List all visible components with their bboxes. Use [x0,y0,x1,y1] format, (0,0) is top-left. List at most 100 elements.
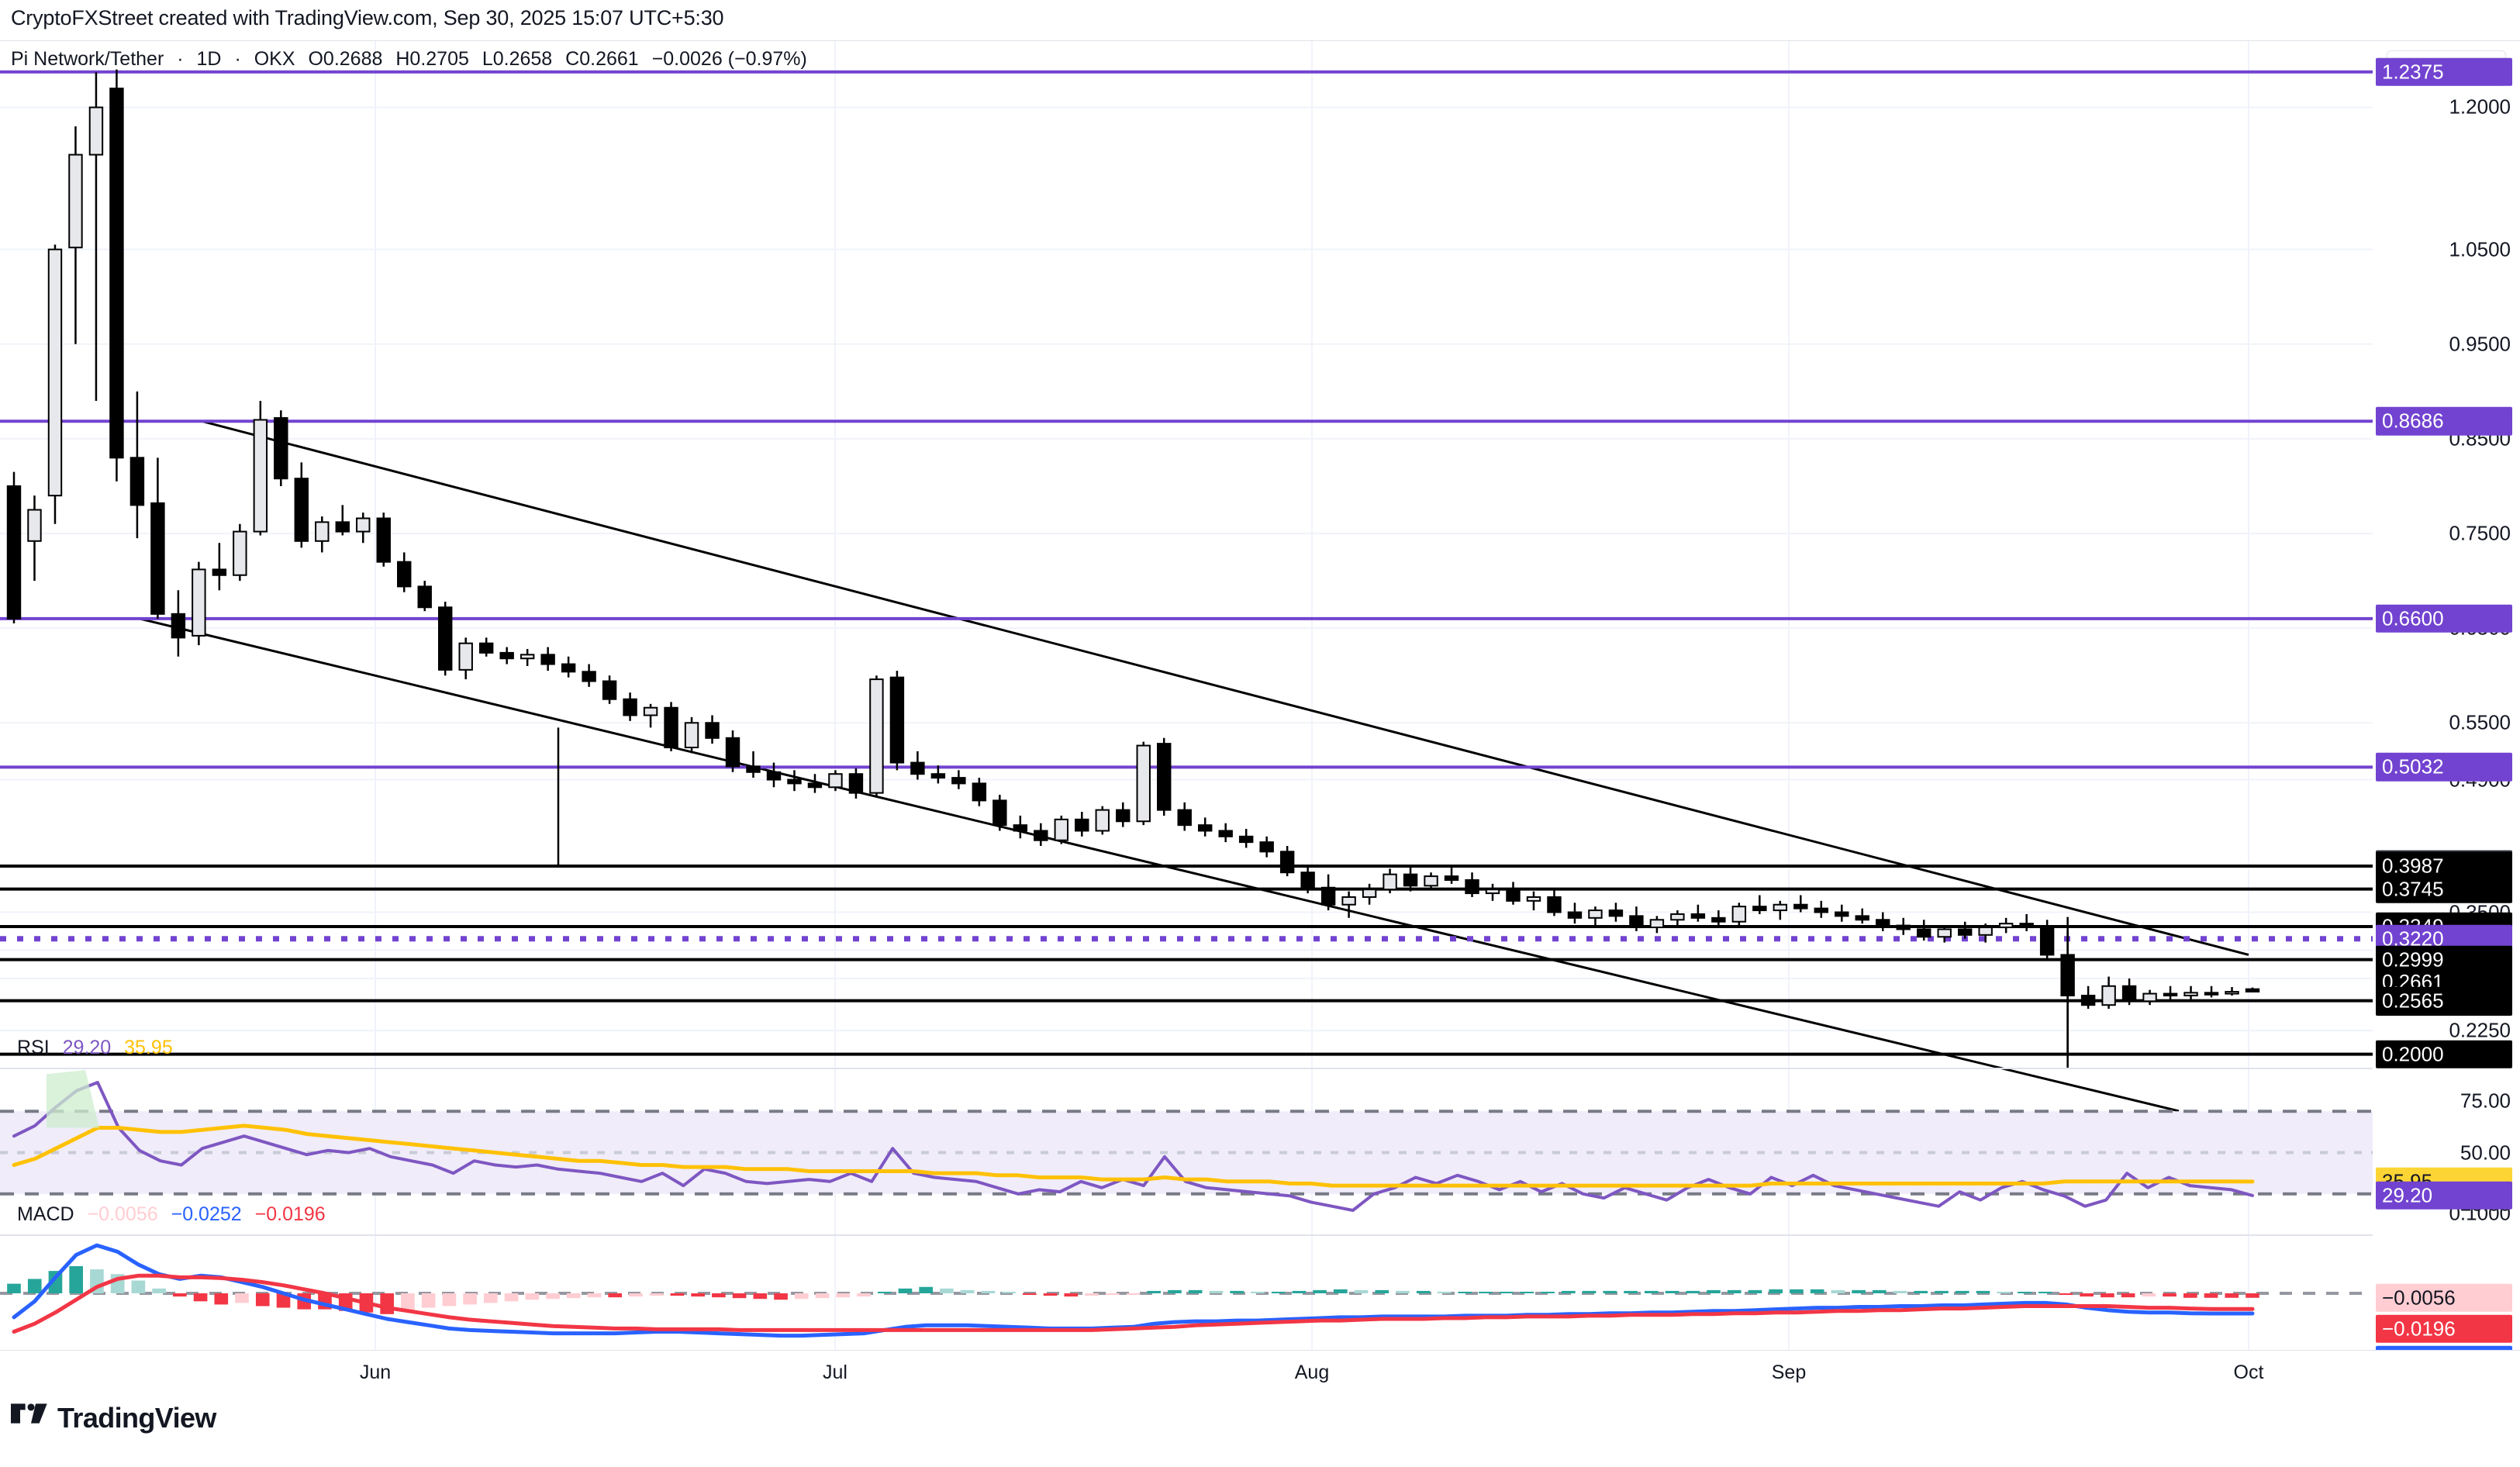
price-axis-badge[interactable]: 0.8686 [2376,406,2512,436]
macd-histogram-bar [380,1293,394,1314]
candle-body [807,782,823,789]
candle-body [951,777,966,785]
candle-body [2183,992,2198,996]
tradingview-logo[interactable]: TradingView [11,1402,216,1434]
macd-histogram-bar [712,1293,726,1298]
candle-body [1876,919,1890,927]
candle-body [2225,991,2239,995]
candle-body [129,457,145,506]
rsi-series-rsi [12,1081,2254,1212]
macd-histogram-bar [421,1293,436,1308]
candle-body [150,502,165,615]
macd-histogram-bar [1562,1290,1576,1293]
macd-histogram-bar [857,1293,871,1297]
candle-body [1937,928,1952,938]
candle-body [1485,889,1500,895]
candle-body [766,771,782,781]
macd-axis-badge[interactable]: −0.0056 [2376,1283,2512,1313]
macd-histogram-bar [2121,1293,2135,1298]
rsi-axis-badge[interactable]: 29.20 [2376,1181,2512,1210]
candle-body [2142,992,2157,1003]
macd-histogram-bar [1458,1291,1472,1293]
price-axis-badge[interactable]: 1.2375 [2376,57,2512,86]
candle-body [1444,875,1459,881]
descending-channel-upper[interactable] [201,419,2249,956]
macd-histogram-bar [1582,1290,1597,1293]
candle-body [1978,927,1993,936]
time-axis[interactable]: Jun Jul Aug Sep Oct [0,1350,2520,1391]
macd-histogram-bar [1188,1289,1203,1293]
macd-histogram-bar [1479,1291,1493,1293]
candle-body [1197,824,1213,832]
price-axis-badge[interactable]: 0.2000 [2376,1040,2512,1068]
candle-body [397,561,412,588]
candle-body [438,606,453,671]
macd-histogram-bar [940,1288,954,1293]
macd-histogram-bar [1520,1291,1534,1293]
candle-body [684,722,699,749]
macd-histogram-bar [753,1293,768,1300]
macd-axis-badge[interactable]: −0.0252 [2376,1345,2512,1350]
candle-body [1855,915,1869,921]
candle-body [705,722,720,739]
plot-area[interactable] [0,41,2373,1350]
macd-histogram-bar [1085,1293,1099,1296]
macd-histogram-bar [442,1293,457,1306]
macd-histogram-bar [1665,1290,1679,1293]
macd-histogram-bar [2059,1293,2073,1296]
candle-body [623,698,637,716]
macd-histogram-bar [1271,1291,1286,1293]
macd-histogram-bar [1375,1289,1389,1293]
candle-body [2245,988,2260,992]
badge-value: 29.20 [2382,1183,2433,1207]
candle-body [1896,924,1911,930]
candle-body [2019,923,2034,929]
candle-body [1814,907,1828,913]
macd-histogram-bar [815,1293,830,1299]
candle-body [1095,809,1110,832]
price-axis-badge[interactable]: 0.5032 [2376,753,2512,782]
candle-body [499,651,514,660]
candle-body [1793,903,1808,910]
candle-body [1238,835,1254,844]
badge-value: 1.2375 [2382,60,2444,84]
candle-body [2163,992,2178,997]
macd-histogram-bar [1292,1290,1307,1293]
time-axis-label: Sep [1771,1362,1807,1383]
price-axis-badge[interactable]: 0.3745 [2376,875,2512,903]
macd-histogram-bar [69,1265,84,1293]
badge-value: 0.8686 [2382,409,2444,433]
macd-histogram-bar [1873,1289,1887,1293]
candle-body [1465,878,1479,895]
candle-body [869,678,884,794]
candle-body [1403,873,1418,887]
candle-body [1731,906,1747,923]
price-axis[interactable]: USDT 1.20001.05000.95000.85000.75000.650… [2373,41,2520,1350]
candle-body [602,680,617,700]
candle-body [2204,992,2219,996]
macd-histogram-bar [1023,1293,1037,1296]
candle-body [1034,830,1048,841]
macd-histogram-bar [1002,1291,1016,1293]
macd-histogram-bar [1313,1289,1327,1293]
badge-value: 0.2000 [2382,1042,2444,1066]
candle-body [643,706,658,716]
rsi-axis-tick: 75.00 [2460,1089,2511,1113]
macd-histogram-bar [2225,1293,2239,1298]
macd-histogram-bar [2080,1293,2094,1297]
price-axis-tick: 0.5500 [2449,710,2511,734]
macd-histogram-bar [1168,1289,1182,1293]
price-axis-badge[interactable]: 0.2565 [2376,986,2512,1015]
candle-body [233,530,247,576]
candle-body [315,521,330,542]
time-axis-label: Jun [359,1362,392,1383]
macd-histogram-bar [1499,1291,1514,1293]
price-axis-badge[interactable]: 0.6600 [2376,604,2512,633]
macd-histogram-bar [1727,1289,1742,1293]
badge-value: 0.3987 [2382,854,2444,878]
candle-body [1670,913,1685,921]
macd-axis-badge[interactable]: −0.0196 [2376,1314,2512,1344]
candle-body [1383,873,1397,891]
macd-histogram-bar [919,1286,934,1293]
candle-body [27,509,42,542]
